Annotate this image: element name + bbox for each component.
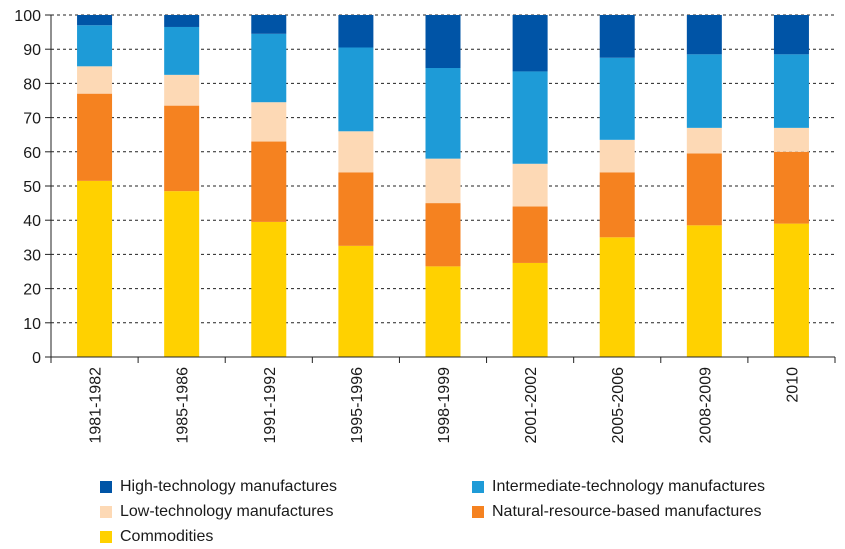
bar-segment (773, 127, 809, 152)
bar-segment (512, 262, 548, 357)
legend-swatch-commodities (100, 531, 112, 543)
bar-segment (251, 33, 287, 103)
legend-label-low-technology: Low-technology manufactures (120, 503, 334, 520)
bar-segment (164, 191, 200, 357)
legend-item-low-technology: Low-technology manufactures (100, 503, 333, 521)
bar-segment (425, 68, 461, 159)
bar-segment (686, 54, 722, 128)
bar-segment (773, 151, 809, 224)
x-tick-label: 2005-2006 (610, 367, 627, 444)
legend-label-commodities: Commodities (120, 528, 214, 545)
bar-segment (599, 57, 635, 140)
x-tick-label: 2001-2002 (523, 367, 540, 444)
bar-segment (77, 180, 113, 357)
bar-segment (338, 47, 374, 132)
bar-segment (164, 74, 200, 106)
bar-segment (599, 139, 635, 173)
legend-item-commodities: Commodities (100, 528, 213, 546)
bar-segment (77, 25, 113, 67)
x-tick-label: 1981-1982 (88, 367, 105, 444)
legend-label-intermediate-technology: Intermediate-technology manufactures (492, 478, 766, 495)
bar-segment (512, 206, 548, 263)
legend-label-natural-resource: Natural-resource-based manufactures (492, 503, 762, 520)
axes (45, 14, 836, 363)
legend-item-intermediate-technology: Intermediate-technology manufactures (472, 478, 765, 496)
x-tick-label: 2010 (784, 367, 801, 403)
bar-segment (77, 66, 113, 94)
bar-segment (338, 15, 374, 48)
bar-segment (77, 93, 113, 181)
bars (77, 15, 809, 357)
bar-segment (251, 221, 287, 357)
bar-segment (773, 223, 809, 357)
bar-segment (425, 203, 461, 267)
bar-segment (164, 15, 200, 27)
bar-segment (425, 15, 461, 69)
bar-segment (338, 172, 374, 246)
y-tick-label: 0 (32, 350, 41, 367)
bar-segment (251, 15, 287, 34)
bar-segment (77, 15, 113, 26)
y-tick-label: 90 (23, 42, 41, 59)
y-tick-label: 40 (23, 213, 41, 230)
y-tick-label: 20 (23, 282, 41, 299)
bar-segment (512, 71, 548, 164)
y-tick-label: 30 (23, 247, 41, 264)
y-tick-label: 80 (23, 76, 41, 93)
y-tick-label: 60 (23, 145, 41, 162)
bar-segment (773, 15, 809, 55)
legend-label-high-technology: High-technology manufactures (120, 478, 338, 495)
bar-segment (686, 127, 722, 154)
legend-swatch-natural-resource (472, 506, 484, 518)
bar-segment (599, 172, 635, 238)
bar-segment (164, 26, 200, 75)
y-tick-label: 100 (14, 8, 41, 25)
bar-segment (512, 163, 548, 207)
x-tick-labels: 1981-1982 1985-1986 1991-1992 1995-1996 1998… (88, 367, 802, 444)
bar-segment (425, 158, 461, 204)
legend-item-natural-resource: Natural-resource-based manufactures (472, 503, 761, 521)
bar-segment (164, 105, 200, 192)
legend-swatch-intermediate-technology (472, 481, 484, 493)
y-tick-label: 70 (23, 111, 41, 128)
bar-segment (599, 15, 635, 58)
legend: High-technology manufactures Intermediat… (100, 478, 840, 548)
y-tick-labels: 0 10 20 30 40 50 60 70 80 90 100 (14, 8, 41, 367)
bar-segment (338, 245, 374, 357)
bar-segment (599, 237, 635, 357)
bar-segment (251, 141, 287, 222)
x-tick-label: 1991-1992 (262, 367, 279, 444)
bar-segment (686, 225, 722, 357)
bar-segment (773, 54, 809, 128)
bar-segment (512, 15, 548, 72)
x-tick-label: 1995-1996 (349, 367, 366, 444)
y-tick-label: 50 (23, 179, 41, 196)
legend-swatch-high-technology (100, 481, 112, 493)
bar-segment (686, 15, 722, 55)
bar-segment (425, 266, 461, 357)
x-tick-label: 2008-2009 (697, 367, 714, 444)
stacked-bar-chart: 0 10 20 30 40 50 60 70 80 90 100 1981-1982 1985-198… (14, 8, 836, 444)
legend-swatch-low-technology (100, 506, 112, 518)
y-tick-label: 10 (23, 316, 41, 333)
x-tick-label: 1998-1999 (436, 367, 453, 444)
bar-segment (338, 131, 374, 173)
x-tick-label: 1985-1986 (175, 367, 192, 444)
bar-segment (686, 153, 722, 226)
bar-segment (251, 102, 287, 142)
legend-item-high-technology: High-technology manufactures (100, 478, 337, 496)
